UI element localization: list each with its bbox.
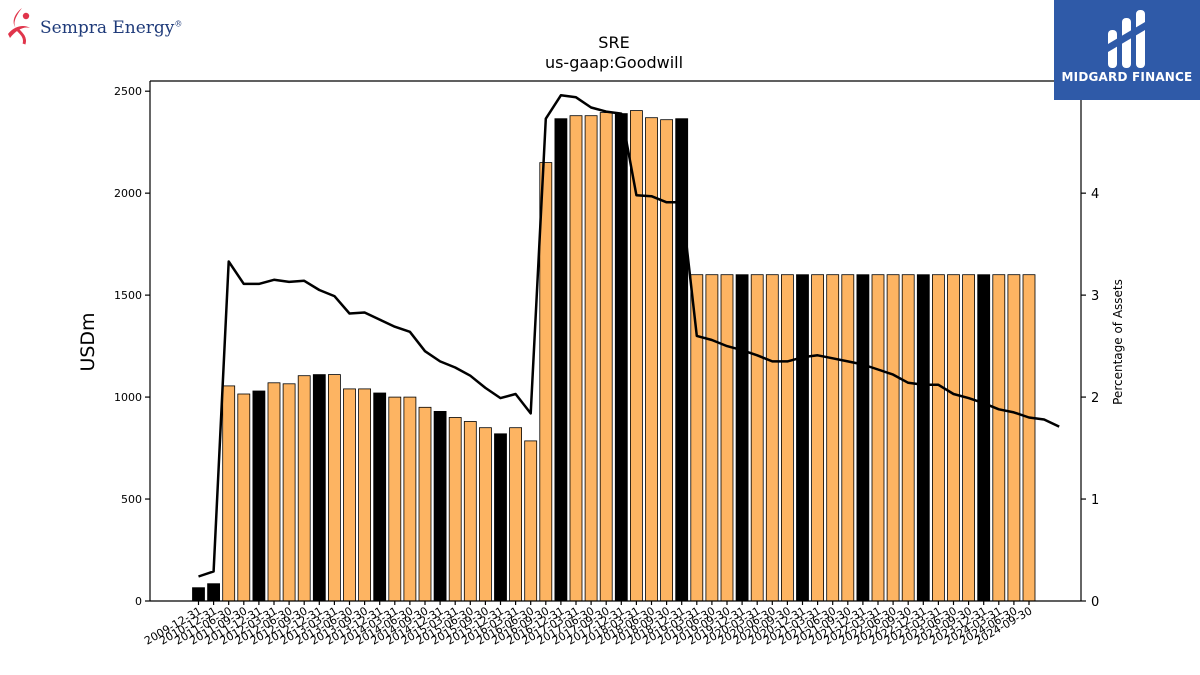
y-tick-label: 2000 <box>114 187 142 200</box>
bar-2014-12-31 <box>433 410 447 602</box>
bar-2015-03-31 <box>448 417 462 602</box>
y-tick-label: 1000 <box>114 391 142 404</box>
bar-2019-09-30 <box>720 274 734 602</box>
chart-subtitle: us-gaap:Goodwill <box>545 53 683 72</box>
bar-2024-03-31 <box>992 274 1006 602</box>
y-tick-label: 1500 <box>114 289 142 302</box>
bar-2018-09-30 <box>660 119 673 602</box>
y-axis-label: USDm <box>77 312 99 371</box>
bar-2013-12-31 <box>373 392 387 602</box>
bar-2012-12-31 <box>312 374 326 602</box>
bar-2010-12-31 <box>207 583 221 602</box>
bar-2020-03-31 <box>750 274 764 602</box>
bar-2011-09-30 <box>237 393 251 602</box>
bar-2014-06-30 <box>403 396 417 602</box>
y2-tick-label: 2 <box>1091 391 1099 406</box>
bar-2016-12-31 <box>554 118 568 602</box>
bar-series <box>192 110 1036 602</box>
y2-tick-label: 0 <box>1091 595 1099 610</box>
midgard-finance-logo: MIDGARD FINANCE <box>1054 0 1200 100</box>
bar-2020-06-30 <box>765 274 779 602</box>
bar-2022-09-30 <box>901 274 915 602</box>
bar-2021-06-30 <box>826 274 840 602</box>
y2-tick-label: 3 <box>1091 289 1099 304</box>
bar-2015-06-30 <box>463 421 477 602</box>
bar-2018-06-30 <box>645 117 658 602</box>
bar-2017-06-30 <box>584 115 598 602</box>
bar-2013-09-30 <box>358 388 372 602</box>
bar-2023-09-30 <box>962 274 975 602</box>
chart-title: SRE <box>598 33 629 52</box>
bar-2020-09-30 <box>781 274 794 602</box>
bar-2013-06-30 <box>343 388 356 602</box>
bar-2017-09-30 <box>599 112 613 602</box>
bar-2014-09-30 <box>418 406 432 602</box>
bar-2016-09-30 <box>539 162 553 602</box>
axes: 050010001500200025000123452009-12-312010… <box>114 80 1099 648</box>
bar-2017-12-31 <box>614 113 628 602</box>
bar-2015-12-31 <box>494 433 507 602</box>
bar-2019-06-30 <box>705 274 719 602</box>
sempra-energy-logo: Sempra Energy® <box>4 4 183 46</box>
bar-2011-12-31 <box>252 390 266 602</box>
bar-2017-03-31 <box>569 115 583 602</box>
bar-2016-06-30 <box>524 440 538 602</box>
bar-2018-12-31 <box>675 118 689 602</box>
bar-2015-09-30 <box>478 427 492 602</box>
bar-2023-12-31 <box>977 274 991 602</box>
bar-2019-03-31 <box>690 274 704 602</box>
bar-2023-06-30 <box>947 274 960 602</box>
bar-2022-06-30 <box>886 274 900 602</box>
bar-2023-03-31 <box>932 274 945 602</box>
y-tick-label: 500 <box>121 493 142 506</box>
bar-2021-09-30 <box>841 274 855 602</box>
bar-2022-12-31 <box>916 274 930 602</box>
bar-2011-06-30 <box>222 385 236 602</box>
y-tick-label: 0 <box>135 595 142 608</box>
y2-tick-label: 4 <box>1091 187 1099 202</box>
bar-2012-09-30 <box>297 375 311 602</box>
bar-2019-12-31 <box>735 274 749 602</box>
sempra-flame-icon <box>8 8 30 45</box>
y2-axis-label: Percentage of Assets <box>1111 279 1125 405</box>
bar-2022-03-31 <box>871 274 885 602</box>
y-tick-label: 2500 <box>114 85 142 98</box>
bar-2021-03-31 <box>811 274 824 602</box>
bar-2012-06-30 <box>282 383 296 602</box>
bar-2021-12-31 <box>856 274 870 602</box>
sempra-wordmark: Sempra Energy® <box>40 18 183 38</box>
bar-2020-12-31 <box>796 274 809 602</box>
pct-assets-line <box>198 94 1060 578</box>
bar-2014-03-31 <box>388 396 402 602</box>
bar-2018-03-31 <box>630 110 643 602</box>
bar-2013-03-31 <box>327 374 341 602</box>
y2-tick-label: 1 <box>1091 493 1099 508</box>
midgard-emblem-icon <box>1108 10 1145 68</box>
midgard-wordmark: MIDGARD FINANCE <box>1061 70 1193 84</box>
bar-2024-06-30 <box>1007 274 1021 602</box>
bar-2009-12-31 <box>192 587 205 602</box>
bar-2024-09-30 <box>1022 274 1036 602</box>
bar-2016-03-31 <box>509 427 523 602</box>
bar-2012-03-31 <box>267 382 281 602</box>
